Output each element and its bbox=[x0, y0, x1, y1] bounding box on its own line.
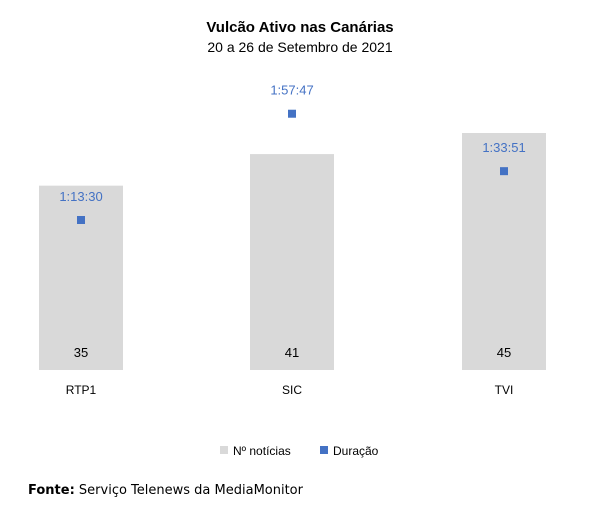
bar-rtp1 bbox=[39, 185, 123, 370]
duration-marker bbox=[500, 167, 508, 176]
source-text: Serviço Telenews da MediaMonitor bbox=[78, 483, 303, 498]
x-tick-label: SIC bbox=[282, 383, 302, 397]
bar-value-label: 35 bbox=[74, 345, 88, 360]
source-note: Fonte: Serviço Telenews da MediaMonitor bbox=[28, 483, 303, 498]
legend-label-duracao: Duração bbox=[333, 444, 379, 458]
duration-marker bbox=[288, 109, 296, 118]
x-tick-label: TVI bbox=[495, 383, 514, 397]
bar-value-label: 41 bbox=[285, 345, 299, 360]
legend-swatch-noticias bbox=[220, 446, 228, 454]
bar-sic bbox=[250, 154, 334, 370]
source-label: Fonte: bbox=[28, 483, 75, 498]
x-tick-label: RTP1 bbox=[66, 383, 97, 397]
bar-value-label: 45 bbox=[497, 345, 511, 360]
duration-label: 1:33:51 bbox=[482, 140, 525, 155]
duration-label: 1:13:30 bbox=[59, 189, 102, 204]
chart-title: Vulcão Ativo nas Canárias bbox=[206, 19, 393, 36]
plot-area: 35 1:13:30 RTP1 41 1:57:47 SIC 45 1:33:51 TVI bbox=[39, 83, 546, 397]
duration-label: 1:57:47 bbox=[270, 83, 313, 98]
duration-marker bbox=[77, 216, 85, 224]
legend-swatch-duracao bbox=[320, 446, 328, 454]
chart-subtitle: 20 a 26 de Setembro de 2021 bbox=[207, 39, 392, 55]
legend-label-noticias: Nº notícias bbox=[233, 444, 291, 458]
legend: Nº notícias Duração bbox=[220, 444, 379, 458]
